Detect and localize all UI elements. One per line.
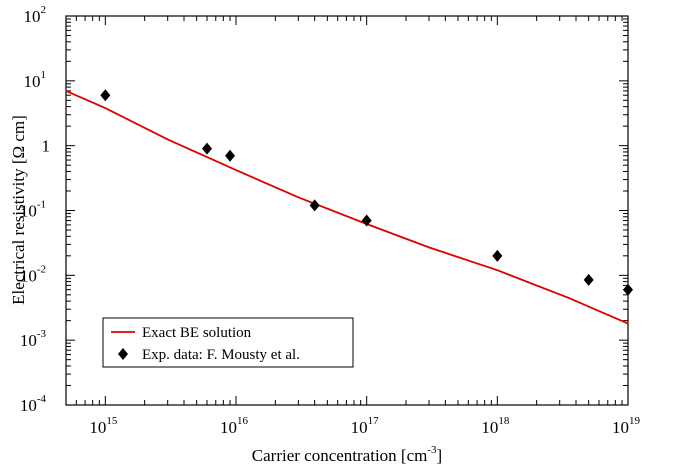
tick-marks <box>65 15 629 406</box>
x-tick-label: 1016 <box>220 415 249 437</box>
y-axis-label: Electrical resistivity [Ω cm] <box>9 115 28 305</box>
x-axis-label: Carrier concentration [cm-3] <box>252 444 442 465</box>
data-point-diamond <box>623 283 633 296</box>
series-layer <box>65 89 633 325</box>
data-point-diamond <box>361 214 372 227</box>
y-tick-label: 1 <box>42 137 51 156</box>
x-tick-label: 1019 <box>612 415 641 437</box>
y-tick-label: 10-2 <box>20 263 46 285</box>
y-tick-label: 10-1 <box>20 199 46 221</box>
y-tick-labels: 10-4 10-3 10-2 10-1 1 101 102 <box>20 4 50 415</box>
y-tick-label: 101 <box>24 69 47 91</box>
x-axis-label-end: ] <box>437 446 443 465</box>
x-tick-label: 1018 <box>481 415 510 437</box>
legend-diamond-swatch <box>118 348 128 360</box>
y-tick-label: 102 <box>24 4 47 26</box>
series-line-exact-be-solution <box>65 90 629 325</box>
data-point-diamond <box>309 199 320 212</box>
y-tick-label: 10-3 <box>20 328 47 350</box>
x-tick-label: 1017 <box>351 415 380 437</box>
legend-label-be-solution: Exact BE solution <box>142 325 252 341</box>
legend-label-exp-data: Exp. data: F. Mousty et al. <box>142 347 300 363</box>
data-point-diamond <box>492 249 503 262</box>
data-point-diamond <box>583 273 594 286</box>
x-axis-label-exponent: -3 <box>427 444 437 456</box>
data-point-diamond <box>225 149 236 162</box>
y-tick-label: 10-4 <box>20 393 47 415</box>
data-point-diamond <box>100 89 111 102</box>
data-point-diamond <box>202 142 213 155</box>
legend: Exact BE solution Exp. data: F. Mousty e… <box>102 317 354 368</box>
legend-box <box>102 317 354 368</box>
x-axis-label-main: Carrier concentration [cm <box>252 446 428 465</box>
x-tick-labels: 1015 1016 1017 1018 1019 <box>89 415 640 437</box>
x-tick-label: 1015 <box>89 415 118 437</box>
